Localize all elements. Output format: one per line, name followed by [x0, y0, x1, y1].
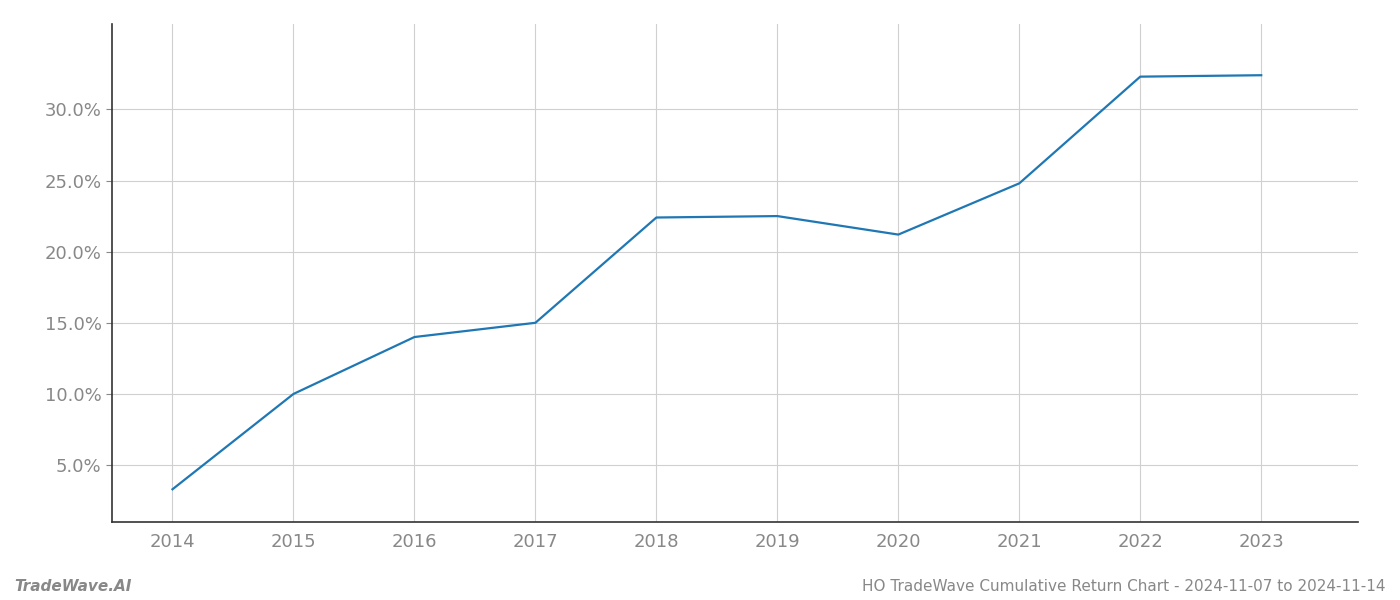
Text: TradeWave.AI: TradeWave.AI [14, 579, 132, 594]
Text: HO TradeWave Cumulative Return Chart - 2024-11-07 to 2024-11-14: HO TradeWave Cumulative Return Chart - 2… [862, 579, 1386, 594]
